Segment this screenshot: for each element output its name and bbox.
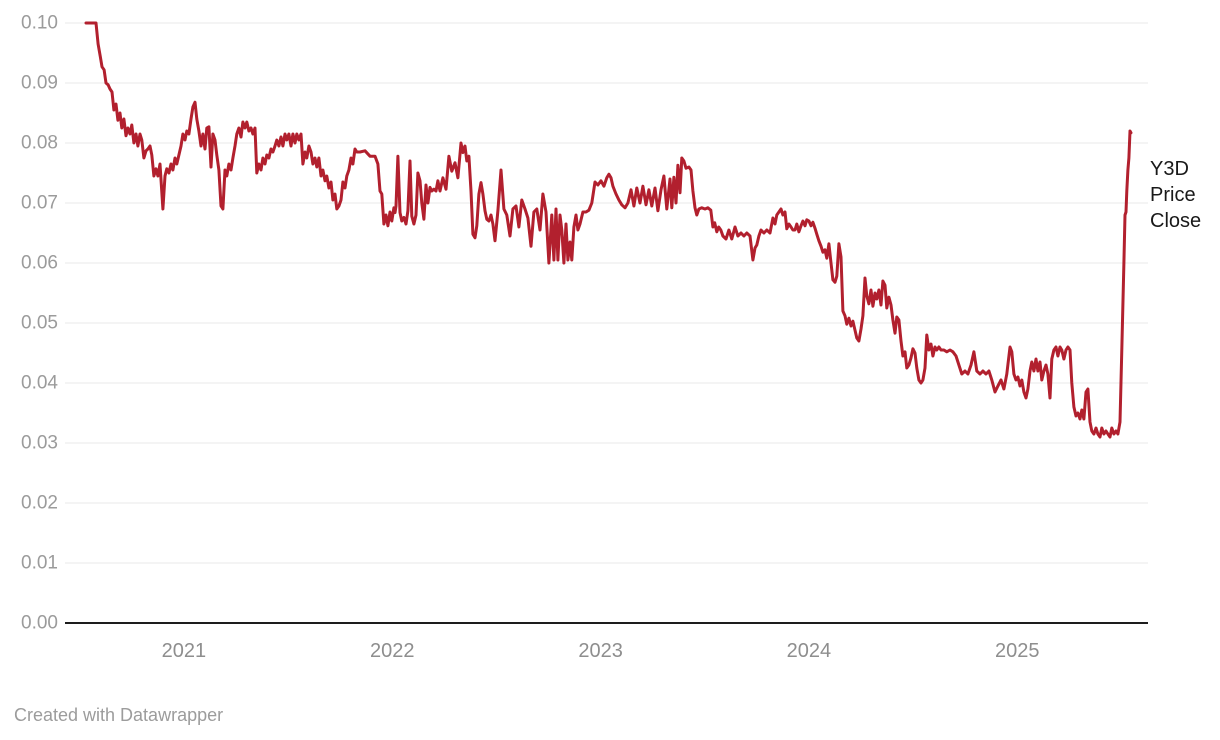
y-tick-label: 0.02 xyxy=(21,493,58,514)
y-tick-label: 0.01 xyxy=(21,553,58,574)
y-tick-label: 0.07 xyxy=(21,193,58,214)
y-tick-label: 0.03 xyxy=(21,433,58,454)
series-end-label: Y3D Price Close xyxy=(1150,158,1202,232)
y-tick-label: 0.10 xyxy=(21,13,58,34)
y-tick-label: 0.00 xyxy=(21,613,58,634)
x-tick-label: 2021 xyxy=(162,640,207,662)
price-line xyxy=(84,21,1133,439)
attribution-text: Created with Datawrapper xyxy=(14,705,224,725)
x-tick-label: 2025 xyxy=(995,640,1040,662)
y-tick-label: 0.08 xyxy=(21,133,58,154)
y-tick-label: 0.04 xyxy=(21,373,58,394)
y-tick-label: 0.09 xyxy=(21,73,58,94)
x-tick-label: 2023 xyxy=(578,640,623,662)
y-tick-label: 0.05 xyxy=(21,313,58,334)
y-tick-label: 0.06 xyxy=(21,253,58,274)
x-tick-label: 2022 xyxy=(370,640,415,662)
x-tick-label: 2024 xyxy=(787,640,832,662)
